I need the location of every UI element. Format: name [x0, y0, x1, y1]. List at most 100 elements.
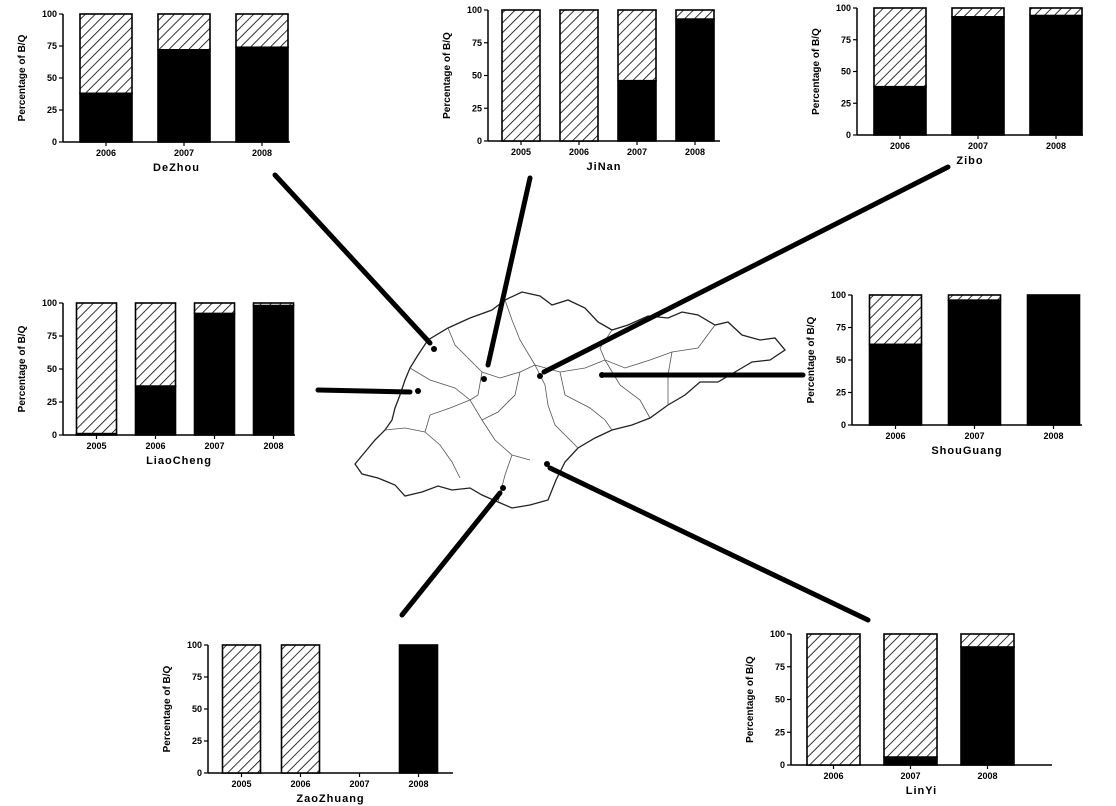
- bar-solid-2008: [1029, 14, 1083, 136]
- bar-solid-2006: [79, 92, 133, 143]
- bar-hatched-2006: [868, 294, 923, 346]
- x-tick-label: 2008: [1043, 431, 1063, 441]
- leader-line-jinan: [485, 175, 533, 368]
- bar-solid-2006: [134, 385, 177, 436]
- y-tick-label: 100: [187, 640, 202, 650]
- x-tick-label: 2008: [263, 441, 283, 451]
- bar-hatched-2005: [75, 302, 118, 435]
- y-tick-label: 100: [42, 298, 57, 308]
- x-tick-label: 2005: [511, 147, 531, 157]
- city-dot-zibo: [537, 373, 543, 379]
- bar-hatched-2006: [79, 13, 133, 95]
- x-tick-label: 2007: [964, 431, 984, 441]
- y-tick-label: 100: [467, 5, 482, 15]
- x-tick-label: 2007: [627, 147, 647, 157]
- bar-hatched-2008: [235, 13, 289, 49]
- x-tick-label: 2006: [145, 441, 165, 451]
- y-tick-label: 50: [836, 355, 846, 365]
- y-tick-label: 50: [47, 364, 57, 374]
- chart-jinan: 0 25 50 75 100 Percentage of B/Q 2005 2006 2007 2…: [442, 5, 720, 173]
- y-axis-label: Percentage of B/Q: [745, 656, 756, 743]
- bar-solid-2008: [675, 18, 715, 142]
- y-tick-label: 100: [831, 290, 846, 300]
- y-axis-label: Percentage of B/Q: [17, 34, 28, 121]
- y-tick-label: 25: [47, 105, 57, 115]
- y-tick-label: 75: [836, 323, 846, 333]
- bar-solid-2007: [947, 299, 1002, 426]
- x-tick-label: 2007: [174, 148, 194, 158]
- y-tick-label: 50: [841, 67, 851, 77]
- bar-hatched-2006: [559, 9, 599, 142]
- leader-line-dezhou: [272, 172, 433, 346]
- leader-lines: [272, 164, 951, 623]
- bar-hatched-2007: [883, 633, 938, 758]
- x-tick-label: 2007: [349, 779, 369, 789]
- bar-hatched-2005: [221, 644, 262, 774]
- bar-hatched-2007: [951, 7, 1005, 18]
- bar-hatched-2008: [1029, 7, 1083, 17]
- y-axis-label: Percentage of B/Q: [811, 28, 822, 115]
- y-tick-label: 25: [775, 727, 785, 737]
- city-dots: [415, 346, 605, 491]
- x-tick-label: 2006: [96, 148, 116, 158]
- x-tick-label: 2007: [968, 141, 988, 151]
- leader-line-linyi: [547, 465, 871, 623]
- x-tick-label: 2006: [569, 147, 589, 157]
- y-tick-label: 25: [841, 98, 851, 108]
- chart-zibo: 0 25 50 75 100 Percentage of B/Q 2006 2007 2008 Z…: [811, 3, 1083, 167]
- bar-solid-2008: [252, 304, 295, 436]
- city-dot-linyi: [544, 461, 550, 467]
- city-dot-dezhou: [431, 346, 437, 352]
- y-tick-label: 100: [770, 629, 785, 639]
- bar-solid-2005: [75, 432, 118, 436]
- city-dot-zaozhuang: [500, 485, 506, 491]
- x-tick-label: 2008: [685, 147, 705, 157]
- leader-line-liaocheng: [315, 387, 413, 395]
- x-tick-label: 2008: [977, 771, 997, 781]
- bar-solid-2007: [617, 79, 657, 142]
- y-tick-label: 25: [47, 397, 57, 407]
- bar-hatched-2008: [960, 633, 1015, 648]
- chart-title: Zibo: [956, 155, 983, 167]
- bar-solid-2008: [1026, 294, 1081, 426]
- x-tick-label: 2006: [885, 431, 905, 441]
- y-tick-label: 50: [472, 71, 482, 81]
- y-tick-label: 0: [52, 430, 57, 440]
- y-tick-label: 0: [780, 760, 785, 770]
- y-axis-label: Percentage of B/Q: [806, 316, 817, 403]
- bar-hatched-2006: [280, 644, 321, 774]
- y-tick-label: 75: [775, 662, 785, 672]
- x-tick-label: 2007: [204, 441, 224, 451]
- bar-charts: 0 25 50 75 100 Percentage of B/Q 2006 2007 2008 D…: [17, 3, 1083, 805]
- chart-title: JiNan: [587, 161, 622, 173]
- bar-solid-2007: [951, 16, 1005, 136]
- y-tick-label: 25: [472, 103, 482, 113]
- bar-hatched-2007: [617, 9, 657, 82]
- bar-solid-2007: [193, 312, 236, 436]
- bar-hatched-2007: [157, 13, 211, 51]
- y-tick-label: 75: [472, 38, 482, 48]
- x-tick-label: 2005: [86, 441, 106, 451]
- chart-linyi: 0 25 50 75 100 Percentage of B/Q 2006 2007 2008 L…: [745, 629, 1052, 797]
- bar-solid-2008: [235, 46, 289, 143]
- chart-title: LinYi: [906, 785, 937, 797]
- y-tick-label: 75: [192, 672, 202, 682]
- chart-title: LiaoCheng: [146, 455, 212, 467]
- y-tick-label: 75: [841, 35, 851, 45]
- district-borders: [384, 299, 716, 503]
- y-tick-label: 0: [52, 137, 57, 147]
- y-tick-label: 0: [197, 768, 202, 778]
- chart-liaocheng: 0 25 50 75 100 Percentage of B/Q 2005 2006 2007 2…: [17, 298, 295, 467]
- x-tick-label: 2008: [252, 148, 272, 158]
- bar-solid-2008: [398, 644, 439, 774]
- y-tick-label: 100: [836, 3, 851, 13]
- bar-solid-2006: [873, 85, 927, 136]
- chart-title: DeZhou: [153, 162, 200, 174]
- y-axis-label: Percentage of B/Q: [162, 665, 173, 752]
- bar-hatched-2006: [806, 633, 861, 766]
- y-tick-label: 25: [836, 388, 846, 398]
- x-tick-label: 2005: [231, 779, 251, 789]
- y-tick-label: 75: [47, 331, 57, 341]
- x-tick-label: 2006: [890, 141, 910, 151]
